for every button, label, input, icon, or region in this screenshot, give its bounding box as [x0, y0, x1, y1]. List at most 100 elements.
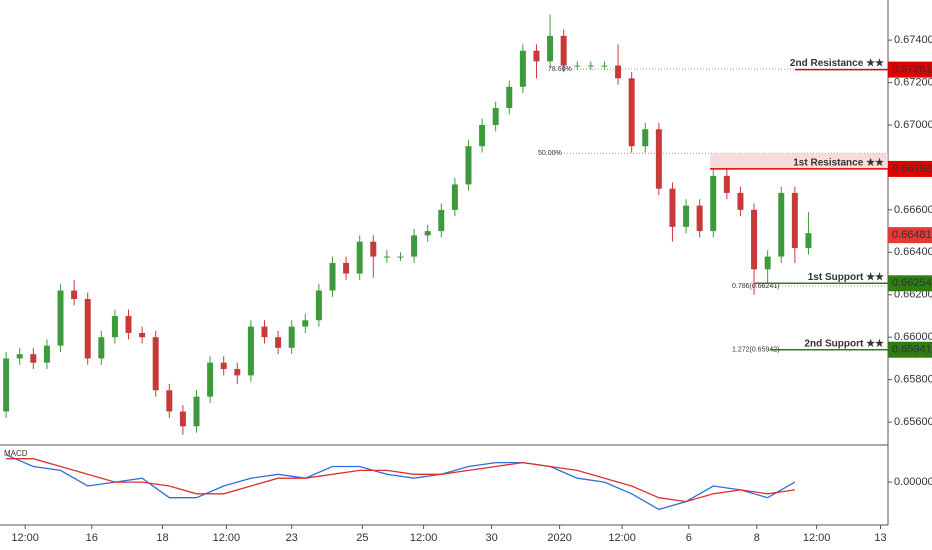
y-tick-label: 0.66000: [894, 331, 932, 343]
fib-label: 78.60%: [548, 66, 572, 73]
y-tick-label: 0.65800: [894, 374, 932, 386]
y-tick-label: 0.67000: [894, 119, 932, 131]
candle-body: [220, 362, 227, 370]
candle-body: [669, 188, 676, 227]
price-tag: [888, 341, 932, 358]
macd-title: MACD: [4, 449, 28, 458]
x-tick-label: 12:00: [803, 532, 831, 544]
x-tick-label: 18: [156, 532, 168, 544]
candle-body: [615, 65, 622, 79]
level-name: 1st Resistance ★★: [793, 158, 884, 169]
x-tick-label: 2020: [547, 532, 571, 544]
level-name: 2nd Support ★★: [804, 338, 884, 349]
candle-body: [166, 390, 173, 412]
candle-body: [84, 299, 91, 359]
candle-body: [751, 209, 758, 270]
candle-body: [30, 354, 37, 363]
candle-body: [424, 231, 431, 236]
level-name: 2nd Resistance ★★: [790, 58, 884, 69]
price-tag-label: 0.65941: [892, 344, 932, 356]
candle-body: [356, 241, 363, 274]
y-tick-label: 0.65600: [894, 416, 932, 428]
macd-line: [6, 458, 795, 503]
candle-body: [547, 35, 554, 62]
fib-label: 50.00%: [538, 150, 562, 157]
x-tick-label: 12:00: [11, 532, 39, 544]
y-tick-label: 0.67200: [894, 76, 932, 88]
candle-body: [560, 35, 567, 66]
y-tick-label: 0.67400: [894, 34, 932, 46]
candle-body: [587, 65, 594, 67]
candle-body: [601, 65, 608, 67]
candle-body: [261, 326, 268, 338]
candle-body: [207, 362, 214, 397]
candle-body: [642, 129, 649, 147]
candle-body: [438, 209, 445, 232]
candle-body: [98, 337, 105, 359]
candle-body: [451, 184, 458, 210]
candle-body: [655, 129, 662, 189]
candle-body: [329, 262, 336, 291]
candle-body: [411, 235, 418, 257]
x-tick-label: 25: [356, 532, 368, 544]
x-tick-label: 12:00: [213, 532, 241, 544]
candle-body: [479, 124, 486, 147]
x-tick-label: 6: [686, 532, 692, 544]
candle-body: [696, 205, 703, 232]
candle-body: [683, 205, 690, 227]
candle-body: [152, 337, 159, 391]
x-tick-label: 8: [754, 532, 760, 544]
candle-body: [533, 50, 540, 62]
price-tag-label: 0.66254: [892, 277, 932, 289]
candle-body: [383, 256, 390, 258]
candle-body: [179, 411, 186, 427]
last-price-tag: [888, 227, 932, 244]
x-tick-label: 16: [86, 532, 98, 544]
fib-label: 0.786(0.66241): [732, 283, 779, 290]
candle-body: [723, 175, 730, 193]
candle-body: [519, 50, 526, 87]
candle-body: [370, 241, 377, 257]
candle-body: [302, 320, 309, 327]
candle-body: [111, 315, 118, 338]
candle-body: [574, 65, 581, 67]
candle-body: [492, 108, 499, 125]
candle-body: [193, 396, 200, 427]
candle-body: [57, 290, 64, 346]
price-tag: [888, 160, 932, 177]
candle-body: [288, 326, 295, 348]
level-name: 1st Support ★★: [808, 272, 884, 283]
candle-body: [343, 262, 350, 274]
candle-body: [397, 256, 404, 258]
candle-body: [71, 290, 78, 300]
candle-body: [3, 358, 10, 412]
x-tick-label: 23: [286, 532, 298, 544]
macd-y-tick-label: 0.00000: [894, 476, 932, 488]
candle-body: [125, 315, 132, 333]
candle-body: [234, 369, 241, 376]
candle-body: [791, 192, 798, 249]
price-tag: [888, 61, 932, 78]
candle-body: [275, 337, 282, 348]
candle-body: [247, 326, 254, 376]
candle-body: [315, 290, 322, 321]
candle-body: [43, 345, 50, 363]
x-tick-label: 12:00: [410, 532, 438, 544]
candle-body: [805, 233, 812, 249]
candle-body: [764, 256, 771, 270]
y-tick-label: 0.66200: [894, 289, 932, 301]
candle-body: [465, 146, 472, 185]
candle-body: [16, 354, 23, 359]
price-tag: [888, 275, 932, 292]
candle-body: [628, 78, 635, 147]
candle-body: [710, 175, 717, 232]
last-price-label: 0.66481: [892, 229, 932, 241]
x-tick-label: 30: [485, 532, 497, 544]
y-tick-label: 0.66400: [894, 246, 932, 258]
candle-body: [778, 192, 785, 257]
x-tick-label: 12:00: [608, 532, 636, 544]
price-tag-label: 0.66793: [892, 163, 932, 175]
x-tick-label: 13: [874, 532, 886, 544]
